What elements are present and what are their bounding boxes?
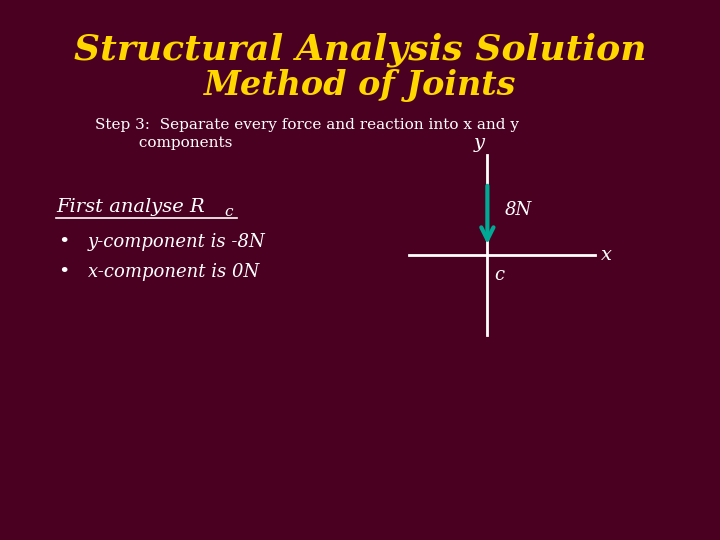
Text: x-component is 0N: x-component is 0N bbox=[88, 263, 259, 281]
Text: First analyse R: First analyse R bbox=[56, 198, 205, 216]
Text: x: x bbox=[601, 246, 613, 264]
Text: y: y bbox=[474, 134, 485, 152]
Text: 8N: 8N bbox=[505, 201, 532, 219]
Text: components: components bbox=[96, 136, 233, 150]
Text: Structural Analysis Solution: Structural Analysis Solution bbox=[73, 33, 647, 68]
Text: •: • bbox=[58, 263, 70, 281]
Text: c: c bbox=[494, 266, 504, 284]
Text: y-component is -8N: y-component is -8N bbox=[88, 233, 266, 251]
Text: •: • bbox=[58, 233, 70, 251]
Text: Method of Joints: Method of Joints bbox=[204, 69, 516, 102]
Text: c: c bbox=[225, 205, 233, 219]
Text: Step 3:  Separate every force and reaction into x and y: Step 3: Separate every force and reactio… bbox=[96, 118, 519, 132]
